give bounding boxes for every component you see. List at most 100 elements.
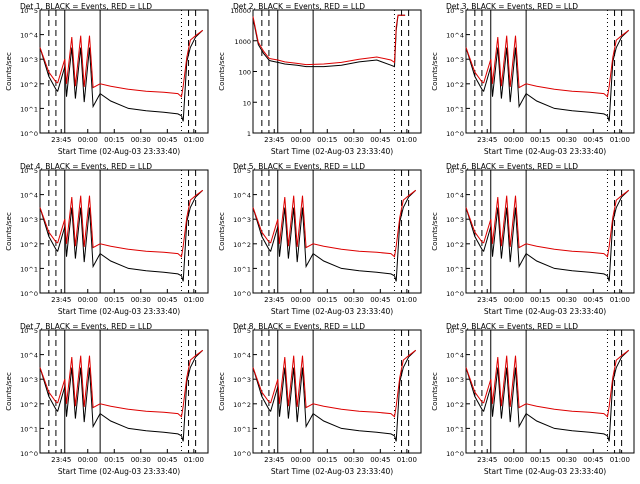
- x-tick-label: 23:45: [264, 456, 284, 464]
- x-tick-label: 00:15: [317, 456, 337, 464]
- panel-title: Det 9, BLACK = Events, RED = LLD: [446, 322, 578, 331]
- y-axis-label: Counts/sec: [431, 372, 439, 411]
- x-axis-label: Start Time (02-Aug-03 23:33:40): [58, 147, 180, 156]
- y-tick-label: 10^1: [446, 265, 464, 273]
- y-axis-label: Counts/sec: [5, 372, 13, 411]
- detector-panel: 10^0 10^1 10^2 10^3 10^4 10^5 23:45 00:00 00:15 0…: [0, 160, 213, 320]
- y-axis-label: Counts/sec: [218, 52, 226, 91]
- x-axis-label: Start Time (02-Aug-03 23:33:40): [484, 307, 606, 316]
- plot-frame: [465, 329, 635, 454]
- lld-series-line: [465, 189, 630, 258]
- x-tick-label: 00:15: [317, 296, 337, 304]
- events-series-line: [252, 189, 417, 282]
- x-tick-label: 00:15: [317, 136, 337, 144]
- x-axis-label: Start Time (02-Aug-03 23:33:40): [484, 147, 606, 156]
- x-axis-label: Start Time (02-Aug-03 23:33:40): [58, 467, 180, 476]
- detector-chart: 10^0 10^1 10^2 10^3 10^4 10^5 23:45 00:00 00:15 0…: [431, 162, 635, 316]
- x-tick-label: 00:30: [344, 136, 364, 144]
- x-tick-label: 01:00: [397, 136, 417, 144]
- x-tick-label: 00:45: [583, 456, 603, 464]
- x-tick-label: 00:30: [557, 456, 577, 464]
- y-tick-label: 10^1: [20, 105, 38, 113]
- detector-panel: 10^0 10^1 10^2 10^3 10^4 10^5 23:45 00:00 00:15 0…: [426, 0, 639, 160]
- x-tick-label: 23:45: [477, 136, 497, 144]
- y-tick-label: 1000: [234, 38, 251, 46]
- x-tick-label: 00:30: [131, 456, 151, 464]
- y-tick-label: 10^2: [233, 241, 251, 249]
- x-tick-label: 00:30: [131, 136, 151, 144]
- plot-frame: [252, 169, 422, 294]
- lld-series-line: [39, 189, 204, 258]
- x-tick-label: 00:30: [344, 296, 364, 304]
- x-tick-label: 00:00: [78, 296, 98, 304]
- x-tick-label: 01:00: [397, 296, 417, 304]
- y-tick-label: 10^4: [446, 32, 464, 40]
- lld-series-line: [252, 189, 417, 258]
- detector-panel: 1 10 100 1000 10000 23:45 00:00 00:15 00:30 00:45…: [213, 0, 426, 160]
- x-tick-label: 00:30: [344, 456, 364, 464]
- x-tick-label: 00:15: [104, 456, 124, 464]
- lld-series-line: [252, 14, 406, 66]
- detector-chart: 10^0 10^1 10^2 10^3 10^4 10^5 23:45 00:00 00:15 0…: [431, 2, 635, 156]
- y-tick-label: 10^3: [446, 216, 464, 224]
- y-tick-label: 10^5: [233, 167, 251, 175]
- y-tick-label: 10^3: [20, 216, 38, 224]
- y-tick-label: 10^2: [20, 241, 38, 249]
- detector-chart: 10^0 10^1 10^2 10^3 10^4 10^5 23:45 00:00 00:15 0…: [5, 2, 209, 156]
- y-tick-label: 10^2: [446, 81, 464, 89]
- plot-frame: [252, 329, 422, 454]
- x-tick-label: 00:45: [370, 296, 390, 304]
- y-axis-label: Counts/sec: [218, 212, 226, 251]
- panel-title: Det 2, BLACK = Events, RED = LLD: [233, 2, 365, 11]
- y-tick-label: 10^1: [446, 425, 464, 433]
- x-axis-label: Start Time (02-Aug-03 23:33:40): [484, 467, 606, 476]
- plot-frame: [465, 9, 635, 134]
- x-tick-label: 00:30: [557, 136, 577, 144]
- y-tick-label: 10^3: [233, 376, 251, 384]
- y-tick-label: 10^0: [233, 450, 251, 458]
- x-tick-label: 01:00: [397, 456, 417, 464]
- y-tick-label: 10^4: [20, 32, 38, 40]
- x-tick-label: 00:45: [583, 136, 603, 144]
- y-tick-label: 1: [247, 130, 251, 138]
- y-axis-label: Counts/sec: [5, 212, 13, 251]
- y-tick-label: 10^0: [20, 290, 38, 298]
- x-tick-label: 23:45: [264, 296, 284, 304]
- x-tick-label: 01:00: [610, 136, 630, 144]
- x-tick-label: 00:15: [530, 296, 550, 304]
- x-tick-label: 00:15: [104, 136, 124, 144]
- x-tick-label: 00:45: [583, 296, 603, 304]
- y-tick-label: 10^1: [233, 425, 251, 433]
- y-tick-label: 10^0: [20, 450, 38, 458]
- y-axis-label: Counts/sec: [431, 52, 439, 91]
- detector-chart: 10^0 10^1 10^2 10^3 10^4 10^5 23:45 00:00 00:15 0…: [5, 322, 209, 476]
- x-tick-label: 00:45: [370, 136, 390, 144]
- y-tick-label: 10^2: [446, 401, 464, 409]
- x-tick-label: 00:00: [78, 136, 98, 144]
- panel-title: Det 8, BLACK = Events, RED = LLD: [233, 322, 365, 331]
- x-tick-label: 00:15: [530, 456, 550, 464]
- x-tick-label: 00:00: [504, 136, 524, 144]
- events-series-line: [465, 349, 630, 442]
- y-tick-label: 10^3: [20, 376, 38, 384]
- y-tick-label: 10^3: [20, 56, 38, 64]
- y-tick-label: 10^2: [20, 81, 38, 89]
- y-tick-label: 10^0: [446, 130, 464, 138]
- x-tick-label: 23:45: [477, 456, 497, 464]
- y-tick-label: 10^1: [20, 425, 38, 433]
- y-tick-label: 10^2: [446, 241, 464, 249]
- x-tick-label: 00:45: [157, 456, 177, 464]
- y-tick-label: 10^0: [446, 290, 464, 298]
- panel-title: Det 6, BLACK = Events, RED = LLD: [446, 162, 578, 171]
- y-tick-label: 10^3: [446, 376, 464, 384]
- lld-series-line: [39, 29, 204, 98]
- events-series-line: [39, 29, 204, 122]
- panel-title: Det 4, BLACK = Events, RED = LLD: [20, 162, 152, 171]
- x-tick-label: 00:30: [131, 296, 151, 304]
- detector-panel: 10^0 10^1 10^2 10^3 10^4 10^5 23:45 00:00 00:15 0…: [0, 0, 213, 160]
- y-tick-label: 10^4: [446, 352, 464, 360]
- y-tick-label: 10^3: [233, 216, 251, 224]
- y-tick-label: 10^0: [233, 290, 251, 298]
- x-tick-label: 00:00: [291, 136, 311, 144]
- events-series-line: [39, 189, 204, 282]
